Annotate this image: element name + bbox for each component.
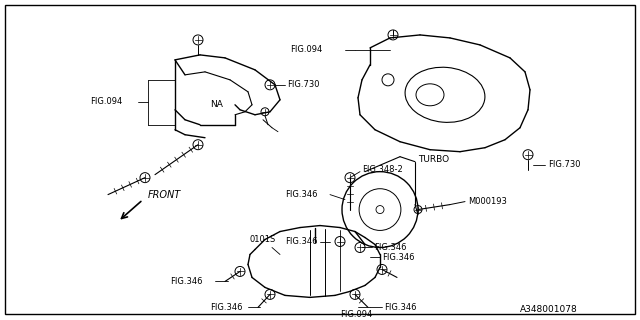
Text: FRONT: FRONT xyxy=(148,190,181,200)
Text: 0101S: 0101S xyxy=(250,235,276,244)
Text: FIG.094: FIG.094 xyxy=(340,310,372,319)
Text: FIG.346: FIG.346 xyxy=(285,237,317,246)
Text: FIG.346: FIG.346 xyxy=(374,243,406,252)
Text: FIG.346: FIG.346 xyxy=(382,253,415,262)
Text: TURBO: TURBO xyxy=(418,155,449,164)
Text: FIG.346: FIG.346 xyxy=(170,277,202,286)
Text: NA: NA xyxy=(210,100,223,109)
Text: FIG.730: FIG.730 xyxy=(287,80,319,89)
Text: FIG.730: FIG.730 xyxy=(548,160,580,169)
Text: M000193: M000193 xyxy=(468,197,507,206)
Text: FIG.346: FIG.346 xyxy=(285,190,317,199)
Text: FIG.094: FIG.094 xyxy=(290,45,323,54)
Text: FIG.094: FIG.094 xyxy=(90,97,122,106)
Text: FIG.346: FIG.346 xyxy=(210,303,243,312)
Text: FIG.348-2: FIG.348-2 xyxy=(362,165,403,174)
Text: FIG.346: FIG.346 xyxy=(384,303,417,312)
Text: A348001078: A348001078 xyxy=(520,305,578,314)
